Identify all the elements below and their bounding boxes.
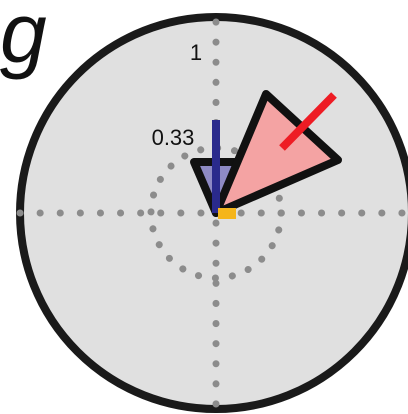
panel-letter: g xyxy=(0,0,47,80)
origin-marker xyxy=(218,208,236,219)
outer-ring-label: 1 xyxy=(190,40,202,65)
red-vector xyxy=(279,92,337,151)
inner-ring-label: 0.33 xyxy=(152,125,195,150)
